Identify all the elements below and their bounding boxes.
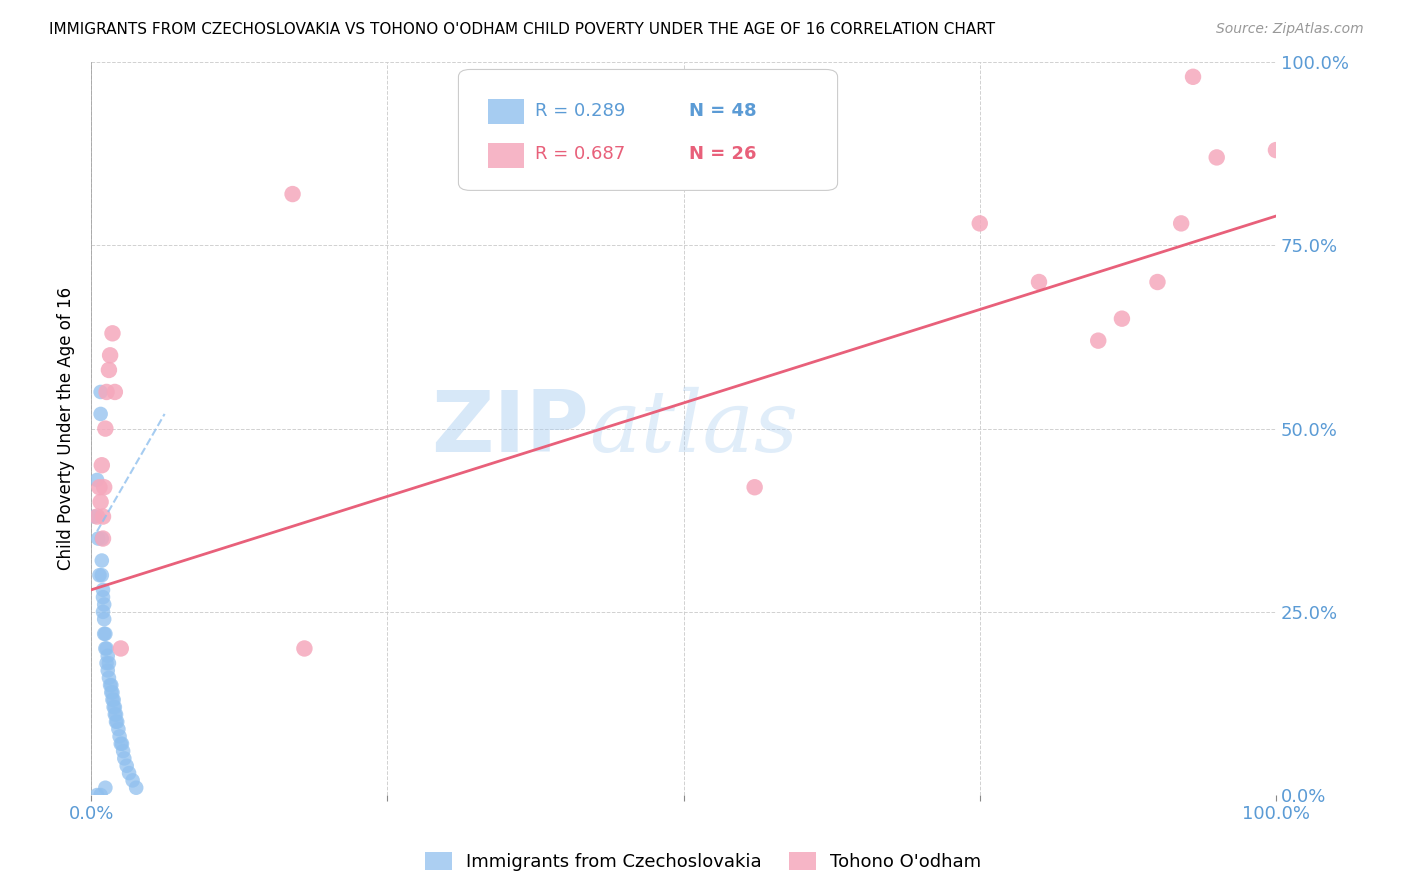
Point: [101, 685, 124, 699]
Point: [969, 216, 991, 230]
Point: [91, 605, 114, 619]
Point: [110, 737, 132, 751]
Point: [105, 707, 128, 722]
Point: [103, 693, 125, 707]
Point: [94, 627, 117, 641]
Point: [90, 788, 112, 802]
Point: [90, 384, 112, 399]
Point: [97, 664, 120, 678]
Point: [96, 641, 118, 656]
Point: [100, 678, 122, 692]
Point: [96, 384, 118, 399]
Text: atlas: atlas: [589, 387, 797, 470]
Point: [91, 532, 114, 546]
Point: [91, 509, 114, 524]
FancyBboxPatch shape: [488, 143, 523, 169]
Point: [97, 656, 120, 670]
Point: [1087, 334, 1109, 348]
Point: [93, 598, 115, 612]
Point: [107, 722, 129, 736]
Text: ZIP: ZIP: [432, 387, 589, 470]
Point: [89, 568, 111, 582]
Point: [112, 751, 135, 765]
Point: [90, 407, 112, 421]
Point: [104, 700, 127, 714]
Text: R = 0.687: R = 0.687: [536, 145, 626, 163]
Point: [104, 707, 127, 722]
Point: [108, 730, 131, 744]
Point: [1182, 70, 1205, 84]
Point: [121, 773, 143, 788]
Point: [100, 685, 122, 699]
Y-axis label: Child Poverty Under the Age of 16: Child Poverty Under the Age of 16: [58, 287, 75, 570]
Point: [281, 187, 304, 202]
Point: [104, 384, 127, 399]
Point: [96, 656, 118, 670]
Point: [115, 758, 138, 772]
Point: [94, 780, 117, 795]
Point: [83, 509, 105, 524]
Point: [101, 693, 124, 707]
Point: [91, 582, 114, 597]
Point: [97, 648, 120, 663]
Point: [294, 641, 316, 656]
Point: [112, 744, 135, 758]
Point: [103, 700, 125, 714]
Point: [1205, 150, 1227, 164]
Point: [105, 714, 128, 729]
Point: [97, 671, 120, 685]
Text: N = 26: N = 26: [689, 145, 756, 163]
Point: [86, 473, 108, 487]
Point: [98, 678, 121, 692]
Point: [110, 641, 132, 656]
Point: [87, 532, 110, 546]
Text: IMMIGRANTS FROM CZECHOSLOVAKIA VS TOHONO O'ODHAM CHILD POVERTY UNDER THE AGE OF : IMMIGRANTS FROM CZECHOSLOVAKIA VS TOHONO…: [49, 22, 995, 37]
Point: [86, 509, 108, 524]
Point: [1170, 216, 1192, 230]
Point: [98, 348, 121, 362]
FancyBboxPatch shape: [458, 70, 838, 190]
Text: R = 0.289: R = 0.289: [536, 102, 626, 120]
Point: [1111, 311, 1133, 326]
Point: [94, 641, 117, 656]
Point: [93, 627, 115, 641]
Text: N = 48: N = 48: [689, 102, 756, 120]
Point: [1146, 275, 1168, 289]
Point: [93, 480, 115, 494]
Point: [90, 458, 112, 473]
Point: [101, 326, 124, 341]
Point: [86, 788, 108, 802]
Point: [93, 612, 115, 626]
Legend: Immigrants from Czechoslovakia, Tohono O'odham: Immigrants from Czechoslovakia, Tohono O…: [418, 845, 988, 879]
Point: [94, 421, 117, 435]
Text: Source: ZipAtlas.com: Source: ZipAtlas.com: [1216, 22, 1364, 37]
Point: [89, 480, 111, 494]
Point: [1265, 143, 1288, 157]
Point: [90, 495, 112, 509]
Point: [125, 780, 148, 795]
FancyBboxPatch shape: [488, 99, 523, 125]
Point: [105, 714, 128, 729]
Point: [91, 590, 114, 604]
Point: [90, 568, 112, 582]
Point: [744, 480, 766, 494]
Point: [1028, 275, 1050, 289]
Point: [111, 737, 134, 751]
Point: [90, 532, 112, 546]
Point: [97, 363, 120, 377]
Point: [118, 766, 141, 780]
Point: [90, 553, 112, 567]
